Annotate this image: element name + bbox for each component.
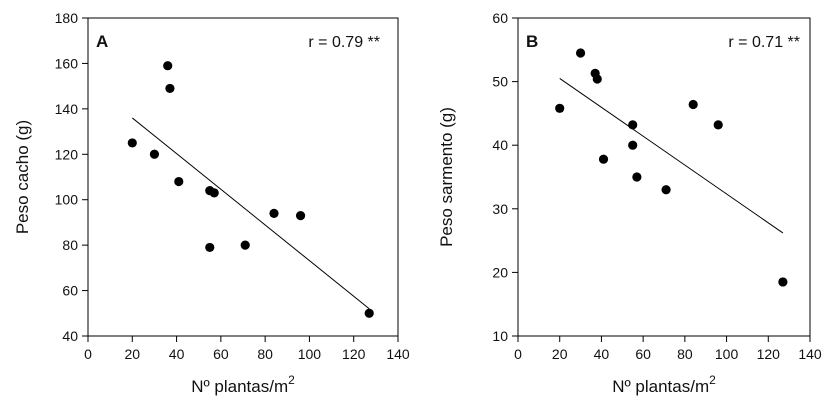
x-axis-title-superscript: 2 bbox=[288, 373, 295, 387]
data-point bbox=[364, 308, 374, 318]
panel-letter: A bbox=[96, 32, 108, 51]
x-axis-title-text: Nº plantas/m bbox=[191, 377, 288, 396]
data-point bbox=[205, 242, 215, 253]
y-tick-label: 100 bbox=[55, 192, 79, 208]
y-tick-label: 20 bbox=[492, 264, 508, 280]
correlation-annotation: r = 0.79 ** bbox=[308, 34, 380, 51]
x-tick-label: 120 bbox=[757, 346, 781, 362]
data-point bbox=[628, 120, 638, 130]
y-axis-title: Peso cacho (g) bbox=[13, 120, 32, 234]
data-point bbox=[575, 48, 586, 58]
y-tick-label: 30 bbox=[492, 201, 508, 217]
x-tick-label: 40 bbox=[594, 346, 610, 362]
x-tick-label: 0 bbox=[514, 346, 522, 362]
data-point bbox=[269, 208, 279, 218]
plot-frame bbox=[517, 17, 811, 337]
x-tick-label: 40 bbox=[169, 346, 185, 362]
data-point bbox=[163, 61, 173, 71]
x-tick-label: 80 bbox=[257, 346, 273, 362]
x-tick-label: 140 bbox=[798, 346, 822, 362]
x-tick-label: 100 bbox=[298, 346, 322, 362]
data-point bbox=[240, 240, 250, 250]
data-point bbox=[628, 140, 638, 150]
x-axis-title-superscript: 2 bbox=[709, 373, 716, 387]
panel-a: 0 20 40 60 80 100 120 140 40 60 80 100 120 140 160 180 A… bbox=[13, 10, 410, 396]
data-point bbox=[688, 99, 698, 110]
data-point bbox=[632, 172, 642, 182]
data-point bbox=[165, 83, 175, 94]
trend-line bbox=[131, 117, 370, 310]
x-tick-label: 20 bbox=[552, 346, 568, 362]
x-tick-label: 20 bbox=[124, 346, 140, 362]
y-tick-label: 10 bbox=[492, 328, 508, 344]
data-point bbox=[295, 211, 306, 221]
y-tick-label: 120 bbox=[55, 146, 79, 162]
data-point bbox=[598, 154, 609, 164]
y-tick-label: 40 bbox=[492, 137, 508, 153]
x-tick-label: 140 bbox=[386, 346, 410, 362]
y-tick-label: 60 bbox=[62, 283, 78, 299]
y-tick-label: 50 bbox=[492, 74, 508, 90]
x-axis-title: Nº plantas/m2 bbox=[191, 373, 295, 396]
x-tick-label: 100 bbox=[715, 346, 739, 362]
data-point bbox=[149, 149, 160, 159]
y-tick-label: 40 bbox=[62, 328, 78, 344]
data-point bbox=[209, 188, 219, 198]
data-point bbox=[555, 103, 565, 113]
y-tick-label: 60 bbox=[492, 10, 508, 26]
correlation-annotation: r = 0.71 ** bbox=[728, 34, 800, 51]
y-tick-label: 160 bbox=[55, 55, 79, 71]
x-tick-label: 80 bbox=[677, 346, 693, 362]
x-tick-label: 120 bbox=[342, 346, 366, 362]
data-point bbox=[778, 277, 788, 287]
x-tick-label: 60 bbox=[213, 346, 229, 362]
x-axis-title: Nº plantas/m2 bbox=[612, 373, 716, 396]
data-point bbox=[713, 120, 723, 130]
panel-b: 0 20 40 60 80 100 120 140 10 20 30 40 50 60 B r = 0.71 … bbox=[437, 10, 822, 396]
y-tick-label: 140 bbox=[55, 101, 79, 117]
data-point bbox=[592, 74, 602, 84]
y-axis-title: Peso sarmento (g) bbox=[437, 107, 456, 247]
panel-letter: B bbox=[526, 32, 538, 51]
trend-line bbox=[559, 78, 784, 234]
y-tick-label: 180 bbox=[55, 10, 79, 26]
data-point bbox=[661, 185, 671, 195]
data-point bbox=[127, 138, 137, 148]
y-tick-label: 80 bbox=[62, 237, 78, 253]
x-tick-label: 60 bbox=[635, 346, 651, 362]
plot-frame bbox=[87, 17, 399, 337]
x-axis-title-text: Nº plantas/m bbox=[612, 377, 709, 396]
x-tick-label: 0 bbox=[84, 346, 92, 362]
data-point bbox=[174, 176, 184, 187]
